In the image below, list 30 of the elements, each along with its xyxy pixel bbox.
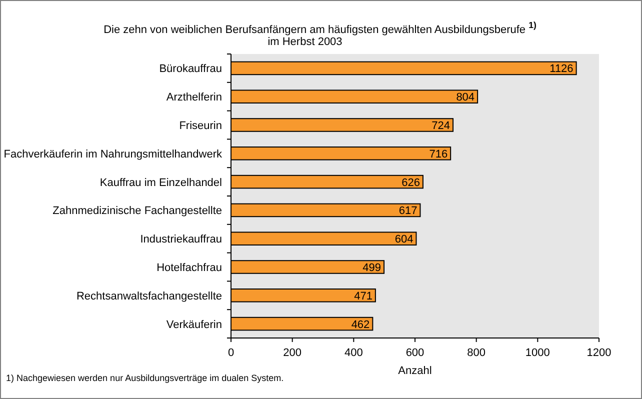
data-label: 499: [362, 262, 382, 274]
y-tick-label: Kauffrau im Einzelhandel: [100, 176, 222, 189]
x-tick-label: 0: [228, 347, 234, 359]
data-label: 604: [394, 234, 414, 246]
data-label: 716: [429, 148, 448, 160]
x-tick-label: 400: [344, 347, 363, 359]
y-tick-label: Zahnmedizinische Fachangestellte: [52, 205, 222, 218]
y-tick-label: Bürokauffrau: [159, 63, 222, 76]
x-tick-label: 800: [467, 347, 486, 359]
y-tick-label: Hotelfachfrau: [156, 262, 222, 274]
data-label: 1126: [550, 63, 574, 76]
text: 1) Nachgewiesen werden nur Ausbildungsverträge im dualen System.: [6, 373, 284, 383]
x-tick-label: 1200: [586, 347, 612, 359]
x-tick-label: 200: [283, 347, 302, 359]
x-tick-label: 1000: [525, 347, 550, 359]
data-label: 724: [432, 120, 450, 132]
y-tick-label: Industriekauffrau: [140, 234, 222, 246]
x-tick-label: 600: [406, 347, 424, 359]
y-tick-label: Verkäuferin: [166, 318, 222, 331]
x-axis-title: Anzahl: [398, 365, 432, 377]
data-label: 471: [354, 290, 372, 302]
y-tick-label: Fachverkäuferin im Nahrungsmittelhandwerk: [4, 148, 222, 160]
y-tick-label: Arzthelferin: [166, 92, 222, 104]
data-label: 617: [398, 205, 418, 218]
data-label: 804: [456, 92, 475, 104]
data-label: 462: [351, 318, 370, 331]
chart-title: Die zehn von weiblichen Berufsanfängern am häufigsten gewählten Ausbildungsberufe $^{1)}$ im Herbst 2003: [104, 20, 536, 48]
y-tick-label: Rechtsanwaltsfachangestellte: [76, 290, 222, 302]
data-label: 626: [402, 176, 420, 189]
y-tick-label: Friseurin: [179, 120, 222, 132]
